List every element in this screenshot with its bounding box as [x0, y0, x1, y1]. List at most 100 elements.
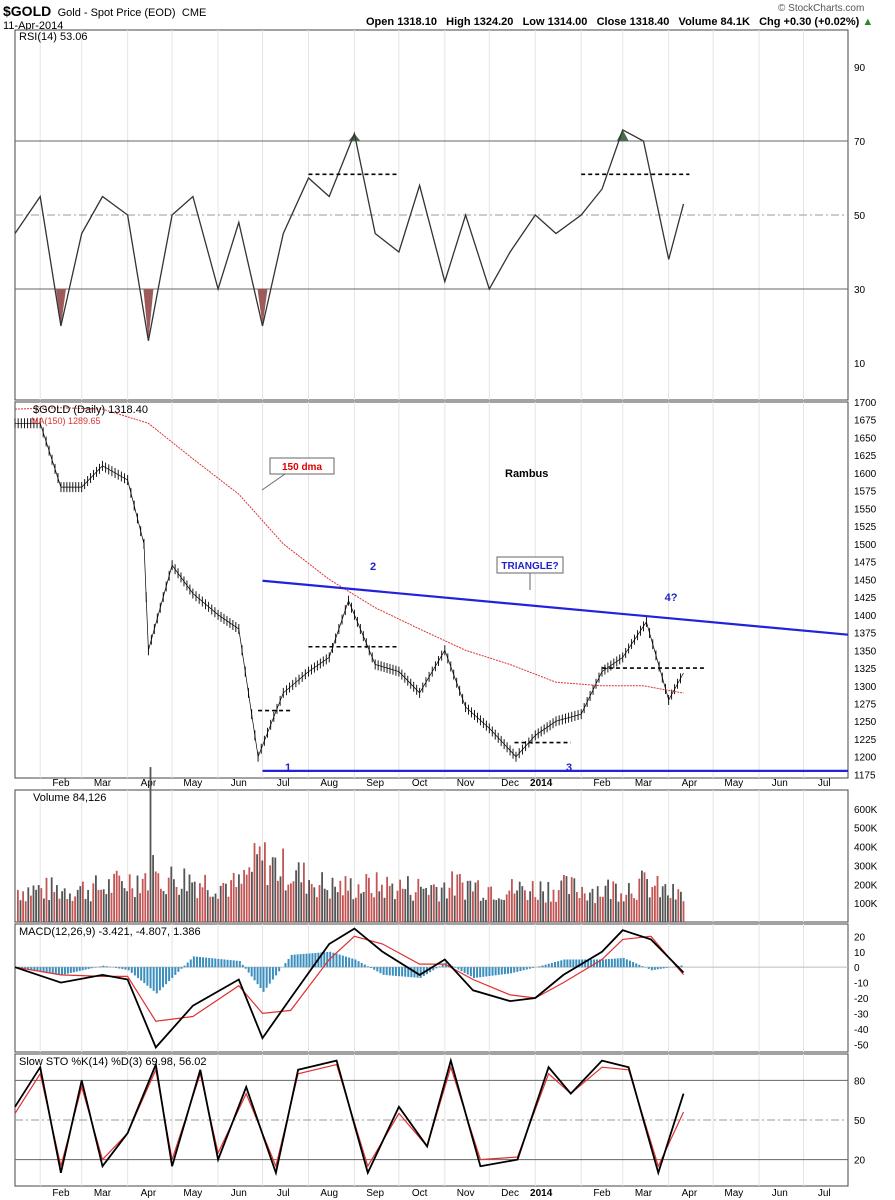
macd-histogram-bar	[485, 967, 488, 977]
volume-bar	[344, 876, 347, 922]
y-tick-label: 50	[854, 211, 866, 222]
macd-histogram-bar	[619, 958, 622, 968]
macd-histogram-bar	[152, 967, 155, 991]
macd-histogram-bar	[519, 967, 522, 972]
x-tick-label: Mar	[94, 778, 112, 789]
volume-bar	[581, 886, 583, 922]
macd-histogram-bar	[638, 964, 641, 968]
volume-bar	[219, 885, 222, 922]
macd-histogram-bar	[680, 965, 683, 968]
volume-bar	[105, 894, 108, 922]
macd-histogram-bar	[226, 959, 229, 968]
macd-histogram-bar	[118, 967, 121, 969]
macd-histogram-bar	[247, 967, 250, 973]
y-tick-label: 1225	[854, 735, 877, 746]
volume-bar	[331, 877, 334, 922]
volume-bar	[118, 875, 121, 922]
volume-bar	[240, 883, 243, 922]
macd-histogram-bar	[323, 952, 326, 968]
volume-bar	[100, 889, 102, 922]
volume-bar	[435, 886, 438, 922]
volume-bar	[201, 887, 204, 922]
panel-title: RSI(14) 53.06	[19, 31, 87, 43]
volume-bar	[391, 883, 394, 922]
x-tick-label: Apr	[141, 1188, 157, 1199]
macd-histogram-bar	[177, 967, 180, 972]
y-tick-label: 1650	[854, 433, 877, 444]
volume-bar	[347, 890, 349, 922]
volume-bar	[282, 848, 284, 922]
macd-histogram-bar	[27, 967, 30, 970]
volume-bar	[141, 878, 144, 922]
y-tick-label: 1600	[854, 469, 877, 480]
volume-bar	[230, 880, 232, 922]
y-tick-label: 1325	[854, 664, 877, 675]
macd-histogram-bar	[575, 959, 578, 968]
open-value: 1318.10	[397, 16, 437, 28]
volume-bar	[555, 901, 557, 922]
volume-bar	[180, 888, 183, 922]
watermark: © StockCharts.com	[778, 3, 865, 14]
chart-date: 11-Apr-2014	[3, 20, 64, 32]
volume-bar	[542, 891, 544, 922]
macd-histogram-bar	[607, 959, 610, 968]
macd-histogram-bar	[124, 967, 127, 970]
oversold-fill	[55, 289, 66, 326]
volume-bar	[209, 896, 212, 922]
y-tick-label: 80	[854, 1076, 866, 1087]
macd-histogram-bar	[265, 967, 268, 988]
volume-bar	[466, 880, 469, 922]
volume-bar	[576, 892, 578, 922]
macd-histogram-bar	[360, 962, 363, 968]
volume-bar	[43, 898, 45, 922]
macd-histogram-bar	[308, 953, 311, 968]
volume-bar	[27, 887, 30, 922]
volume-bar	[323, 888, 326, 922]
volume-bar	[24, 901, 27, 922]
volume-bar	[170, 866, 173, 922]
volume-bar	[599, 896, 602, 922]
y-tick-label: 1275	[854, 700, 877, 711]
volume-bar	[217, 898, 219, 922]
volume-bar	[505, 894, 508, 922]
macd-histogram-bar	[494, 967, 497, 976]
macd-histogram-bar	[635, 963, 638, 968]
pivot-2-label: 2	[370, 561, 376, 573]
macd-histogram-bar	[140, 967, 143, 981]
volume-bar	[360, 893, 362, 922]
macd-histogram-bar	[438, 966, 441, 968]
macd-histogram-bar	[87, 967, 90, 969]
volume-bar	[669, 898, 672, 922]
macd-histogram-bar	[473, 967, 476, 978]
volume-bar	[469, 880, 472, 922]
y-tick-label: 1400	[854, 611, 877, 622]
macd-histogram-bar	[275, 967, 278, 976]
y-tick-label: 50	[854, 1116, 866, 1127]
macd-histogram-bar	[410, 967, 413, 978]
volume-bar	[620, 893, 622, 922]
macd-histogram-bar	[538, 966, 541, 968]
price-line	[15, 422, 684, 759]
volume-bar	[292, 881, 295, 922]
volume-bar	[560, 880, 563, 922]
x-tick-label: Aug	[320, 1188, 338, 1199]
volume-bar	[248, 867, 251, 922]
volume-bar	[378, 891, 381, 922]
macd-histogram-bar	[348, 957, 351, 968]
macd-histogram-bar	[628, 960, 631, 968]
y-tick-label: 1350	[854, 646, 877, 657]
volume-bar	[547, 881, 550, 922]
macd-histogram-bar	[385, 967, 388, 976]
chart-title: $GOLD Gold - Spot Price (EOD) CME	[3, 3, 206, 19]
volume-bar	[160, 888, 162, 922]
volume-bar	[396, 890, 399, 922]
volume-bar	[308, 880, 310, 922]
low-value: 1314.00	[547, 16, 588, 28]
x-tick-label: Nov	[457, 778, 475, 789]
macd-histogram-bar	[84, 967, 87, 970]
volume-bar	[149, 767, 152, 922]
volume-bar	[300, 882, 303, 922]
pivot-1-label: 1	[285, 762, 291, 774]
macd-histogram-bar	[604, 959, 607, 968]
macd-histogram-bar	[278, 967, 281, 972]
